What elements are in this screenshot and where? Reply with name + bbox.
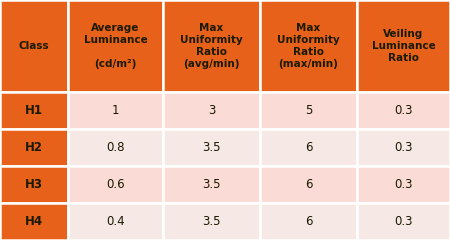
Text: H2: H2: [25, 141, 43, 154]
Bar: [0, 92, 68, 129]
Bar: [357, 92, 450, 129]
Bar: [0, 129, 68, 166]
Bar: [260, 129, 357, 166]
Text: Veiling
Luminance
Ratio: Veiling Luminance Ratio: [372, 29, 436, 63]
Text: 0.3: 0.3: [394, 178, 413, 191]
Text: 5: 5: [305, 104, 312, 117]
Bar: [163, 0, 260, 92]
Text: 0.4: 0.4: [106, 215, 125, 228]
Text: 3: 3: [208, 104, 215, 117]
Text: Average
Luminance

(cd/m²): Average Luminance (cd/m²): [84, 23, 148, 69]
Bar: [357, 129, 450, 166]
Bar: [163, 92, 260, 129]
Text: H1: H1: [25, 104, 43, 117]
Text: Class: Class: [19, 41, 50, 51]
Bar: [357, 166, 450, 203]
Text: 3.5: 3.5: [202, 215, 221, 228]
Text: 0.6: 0.6: [106, 178, 125, 191]
Bar: [163, 129, 260, 166]
Bar: [68, 0, 163, 92]
Text: 6: 6: [305, 178, 312, 191]
Bar: [163, 166, 260, 203]
Bar: [68, 166, 163, 203]
Bar: [0, 203, 68, 240]
Bar: [163, 203, 260, 240]
Text: H4: H4: [25, 215, 43, 228]
Text: 6: 6: [305, 141, 312, 154]
Bar: [357, 203, 450, 240]
Bar: [357, 0, 450, 92]
Bar: [68, 129, 163, 166]
Bar: [260, 166, 357, 203]
Text: 0.3: 0.3: [394, 104, 413, 117]
Text: Max
Uniformity
Ratio
(avg/min): Max Uniformity Ratio (avg/min): [180, 23, 243, 69]
Text: 3.5: 3.5: [202, 178, 221, 191]
Bar: [68, 92, 163, 129]
Text: 6: 6: [305, 215, 312, 228]
Bar: [260, 203, 357, 240]
Bar: [260, 0, 357, 92]
Bar: [0, 0, 68, 92]
Text: 0.3: 0.3: [394, 215, 413, 228]
Text: 0.3: 0.3: [394, 141, 413, 154]
Text: 1: 1: [112, 104, 119, 117]
Text: 3.5: 3.5: [202, 141, 221, 154]
Bar: [260, 92, 357, 129]
Bar: [68, 203, 163, 240]
Text: Max
Uniformity
Ratio
(max/min): Max Uniformity Ratio (max/min): [277, 23, 340, 69]
Bar: [0, 166, 68, 203]
Text: 0.8: 0.8: [106, 141, 125, 154]
Text: H3: H3: [25, 178, 43, 191]
